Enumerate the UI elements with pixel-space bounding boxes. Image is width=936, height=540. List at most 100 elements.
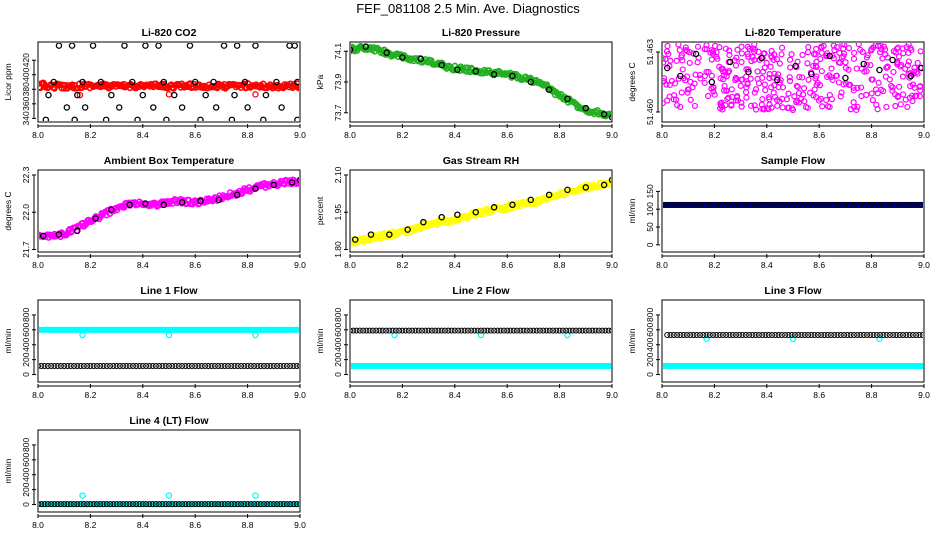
data-point bbox=[901, 201, 908, 208]
series-2-5-min-average bbox=[351, 177, 611, 247]
data-point bbox=[451, 327, 458, 334]
data-point bbox=[41, 362, 48, 369]
data-point bbox=[142, 43, 149, 49]
data-point bbox=[749, 332, 756, 339]
data-band bbox=[39, 326, 299, 333]
y-axis: 0 50 100 150 bbox=[645, 184, 660, 247]
plot-frame bbox=[661, 169, 925, 253]
data-point bbox=[863, 68, 870, 75]
data-point bbox=[815, 97, 823, 104]
data-point bbox=[432, 327, 439, 334]
data-point bbox=[753, 201, 760, 208]
data-point bbox=[877, 332, 884, 339]
data-point bbox=[703, 68, 710, 76]
data-point bbox=[170, 91, 178, 99]
data-point bbox=[458, 327, 465, 334]
data-point bbox=[809, 201, 816, 208]
data-point bbox=[779, 84, 787, 91]
data-point bbox=[919, 332, 923, 339]
data-point bbox=[71, 501, 78, 508]
data-point bbox=[903, 43, 910, 51]
data-point bbox=[686, 49, 693, 56]
data-point bbox=[39, 501, 45, 508]
data-point bbox=[197, 197, 204, 205]
data-point bbox=[280, 362, 287, 369]
data-point bbox=[210, 78, 217, 86]
data-point bbox=[79, 492, 86, 499]
data-point bbox=[293, 501, 299, 508]
data-point bbox=[813, 63, 820, 71]
data-point bbox=[842, 59, 849, 66]
data-point bbox=[725, 94, 732, 101]
data-point bbox=[779, 104, 786, 111]
data-band bbox=[39, 501, 299, 508]
x-tick-label: 8.6 bbox=[189, 130, 201, 140]
data-point bbox=[675, 43, 682, 48]
data-point bbox=[868, 90, 875, 97]
data-point bbox=[454, 211, 461, 218]
data-point bbox=[608, 114, 611, 121]
data-point bbox=[791, 332, 798, 339]
series-2-5-min-average bbox=[663, 43, 923, 114]
data-point bbox=[231, 362, 238, 369]
data-point bbox=[392, 327, 399, 334]
data-point bbox=[864, 332, 871, 339]
data-point bbox=[704, 201, 711, 208]
data-point bbox=[907, 83, 914, 90]
data-point bbox=[113, 501, 120, 508]
data-point bbox=[262, 91, 270, 99]
data-point bbox=[115, 104, 123, 111]
data-point bbox=[818, 49, 825, 56]
data-point bbox=[396, 327, 403, 334]
data-point bbox=[182, 362, 189, 369]
data-point bbox=[768, 47, 775, 55]
data-point bbox=[854, 103, 861, 111]
data-point bbox=[710, 332, 717, 339]
data-point bbox=[768, 84, 775, 91]
y-tick-label: 360 bbox=[21, 96, 31, 110]
data-point bbox=[351, 327, 357, 334]
data-point bbox=[238, 501, 245, 508]
data-point bbox=[208, 501, 215, 508]
data-point bbox=[608, 176, 611, 184]
data-point bbox=[705, 68, 712, 76]
data-point bbox=[367, 231, 375, 238]
data-point bbox=[198, 362, 205, 369]
data-point bbox=[914, 201, 921, 208]
data-point bbox=[218, 501, 225, 508]
data-point bbox=[126, 201, 133, 209]
data-point bbox=[68, 43, 76, 49]
data-point bbox=[874, 90, 881, 97]
data-point bbox=[708, 56, 715, 63]
data-point bbox=[863, 54, 870, 61]
data-point bbox=[893, 45, 900, 52]
data-point bbox=[362, 43, 369, 50]
data-point bbox=[709, 50, 717, 57]
x-tick-label: 8.0 bbox=[32, 130, 44, 140]
data-point bbox=[149, 501, 156, 508]
data-point bbox=[842, 201, 849, 208]
data-point bbox=[677, 103, 684, 111]
series-2-5-min-average bbox=[663, 362, 923, 369]
plot-area bbox=[351, 43, 611, 121]
data-point bbox=[92, 215, 99, 222]
data-point bbox=[60, 85, 68, 92]
data-point bbox=[490, 71, 498, 78]
data-point bbox=[684, 89, 691, 96]
data-point bbox=[705, 92, 712, 100]
data-point bbox=[727, 201, 734, 208]
data-point bbox=[884, 63, 891, 70]
x-tick-label: 9.0 bbox=[918, 130, 930, 140]
data-point bbox=[678, 52, 685, 59]
data-point bbox=[356, 327, 363, 334]
data-point bbox=[688, 201, 695, 208]
data-point bbox=[579, 327, 586, 334]
plot-frame bbox=[37, 169, 301, 253]
data-point bbox=[841, 43, 848, 48]
plot-area bbox=[39, 492, 299, 508]
data-point bbox=[527, 78, 535, 86]
data-point bbox=[892, 49, 899, 56]
data-point bbox=[71, 362, 78, 369]
data-point bbox=[918, 64, 923, 72]
data-point bbox=[869, 97, 876, 104]
